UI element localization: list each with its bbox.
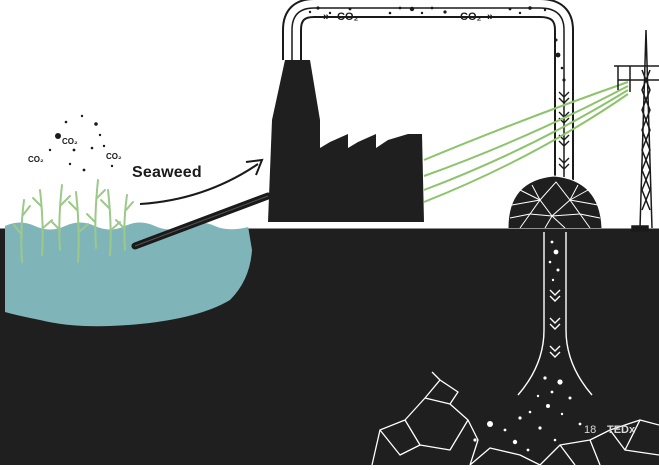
seaweed-label: Seaweed — [132, 164, 202, 181]
co2-label-b: CO₂ — [28, 155, 44, 164]
pipe-arrows-right: » — [487, 11, 494, 23]
atmosphere-particles — [48, 114, 114, 172]
tedx-logo: TEDx — [607, 424, 636, 436]
power-lines — [423, 81, 629, 203]
power-tower — [614, 29, 659, 232]
conveyor-pipe — [131, 192, 272, 250]
pipe-particles — [308, 6, 566, 82]
co2-label-a: CO₂ — [62, 137, 78, 146]
seaweed-arrow-head — [245, 158, 264, 176]
seaweed-arrow — [139, 163, 259, 205]
factory-building — [268, 60, 424, 222]
well-down-arrows — [549, 289, 561, 358]
water-body — [5, 221, 252, 327]
pipe-co2-left: CO₂ — [337, 11, 359, 23]
pipe-co2-right: CO₂ — [460, 11, 482, 23]
slide-number: 18 — [584, 424, 597, 436]
well-particles — [473, 240, 582, 452]
seaweed-plants — [13, 179, 134, 263]
co2-label-c: CO₂ — [106, 152, 122, 161]
pipe-arrows-left: » — [323, 11, 330, 23]
injection-well — [517, 232, 593, 396]
rock-formation — [371, 371, 659, 466]
geodesic-dome — [507, 175, 603, 229]
